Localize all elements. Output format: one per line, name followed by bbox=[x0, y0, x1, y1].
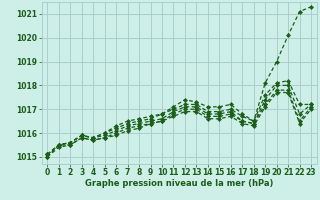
X-axis label: Graphe pression niveau de la mer (hPa): Graphe pression niveau de la mer (hPa) bbox=[85, 179, 273, 188]
